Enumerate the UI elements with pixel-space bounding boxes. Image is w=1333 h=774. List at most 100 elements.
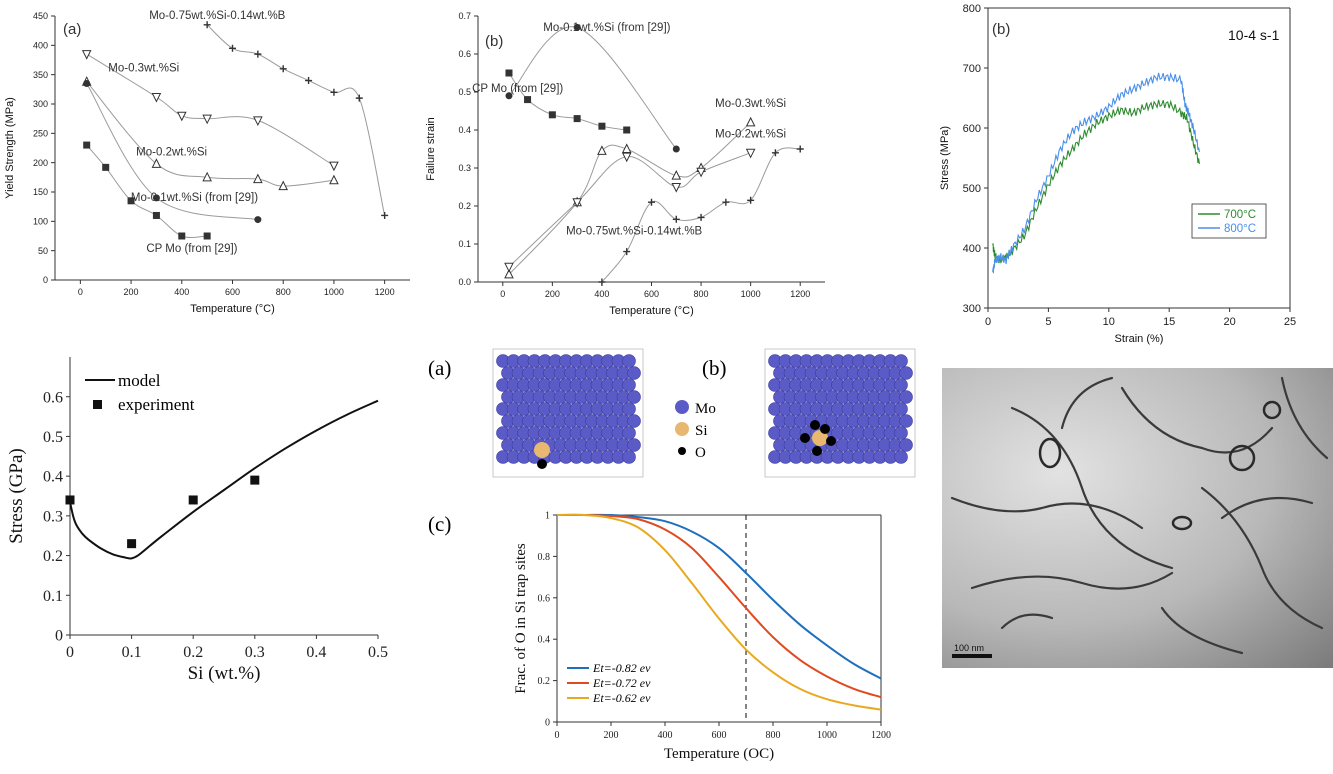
- data-point: [672, 145, 680, 153]
- mo-atom: [622, 378, 636, 392]
- o-atom: [812, 446, 822, 456]
- yield-strength-chart: 0 200 400 600 800 1000 1200 0 50 100 150 200 250 300 3…: [0, 0, 420, 330]
- mo-atom: [894, 426, 908, 440]
- data-point: [65, 495, 75, 505]
- data-point: [524, 96, 532, 104]
- x-tick-label: 1200: [375, 287, 395, 297]
- stress-strain-chart: 0 5 10 15 20 25 300 400 500 600 700 800 Strain (%) St…: [900, 0, 1333, 350]
- data-point: [573, 115, 581, 123]
- y-tick-label: 400: [963, 243, 981, 255]
- data-point: [152, 211, 160, 219]
- o-atom: [820, 424, 830, 434]
- legend-label: model: [118, 371, 161, 390]
- y-tick-label: 0: [43, 275, 48, 285]
- legend: model experiment: [85, 371, 195, 414]
- y-tick-label: 0.4: [43, 469, 63, 486]
- y-tick-label: 200: [33, 158, 48, 168]
- model-experiment-chart: 0 0.1 0.2 0.3 0.4 0.5 0 0.1 0.2 0.3 0.4 0.5 0.6 Si (w…: [0, 345, 420, 705]
- y-tick-label: 800: [963, 3, 981, 15]
- mo-atom: [899, 438, 913, 452]
- y-axis-label: Yield Strength (MPa): [4, 97, 16, 199]
- data-point: [188, 495, 198, 505]
- dislocation-lines: [950, 376, 1329, 655]
- x-tick-label: 0: [78, 287, 83, 297]
- data-point: [176, 111, 187, 122]
- x-tick-label: 400: [658, 730, 673, 741]
- mo-atom: [894, 450, 908, 464]
- series-line: [556, 513, 882, 699]
- data-point: [102, 163, 110, 171]
- data-point: [621, 152, 632, 163]
- data-point: [697, 213, 705, 221]
- x-tick-label: 0.1: [122, 644, 142, 661]
- panel-label-c: (c): [428, 512, 451, 536]
- y-tick-label: 0.2: [43, 548, 63, 565]
- y-tick-label: 100: [33, 216, 48, 226]
- data-point: [598, 122, 606, 130]
- atom-legend-label: Si: [695, 423, 708, 439]
- series: [992, 71, 1200, 274]
- x-tick-label: 10: [1103, 316, 1115, 328]
- mo-atom: [899, 390, 913, 404]
- data-point: [81, 50, 92, 60]
- si-atom: [812, 430, 828, 446]
- scale-bar: [952, 654, 992, 658]
- strain-rate-label: 10-4 s-1: [1228, 27, 1280, 43]
- mo-atom: [894, 402, 908, 416]
- series-line: [556, 513, 882, 711]
- y-tick-label: 0: [55, 628, 63, 645]
- data-point: [621, 143, 632, 153]
- data-point: [572, 198, 582, 208]
- legend-label: 800°C: [1224, 223, 1256, 235]
- x-tick-label: 800: [276, 287, 291, 297]
- y-tick-label: 0.3: [43, 508, 63, 525]
- x-tick-label: 600: [225, 287, 240, 297]
- panel-label-a: (a): [428, 356, 451, 380]
- data-point: [152, 194, 160, 202]
- series-annotation: Mo-0.3wt.%Si: [108, 63, 179, 75]
- series-line: [508, 152, 751, 268]
- mo-atom: [894, 378, 908, 392]
- series-line: [206, 24, 386, 216]
- mo-atom: [899, 366, 913, 380]
- o-atom: [800, 433, 810, 443]
- y-tick-label: 0.2: [538, 676, 551, 687]
- axes: 0 200 400 600 800 1000 1200 0 0.2 0.4 0.6 0.8 1 Tempe…: [513, 511, 891, 763]
- series: [556, 513, 882, 699]
- series-line: [86, 53, 335, 167]
- data-point: [83, 79, 91, 87]
- y-tick-label: 0: [545, 718, 550, 729]
- axes: 0 200 400 600 800 1000 1200 0.0 0.1 0.2 0.3 0.4 0.5 0…: [425, 11, 825, 317]
- x-tick-label: 1000: [324, 287, 344, 297]
- data-point: [355, 94, 363, 102]
- x-tick-label: 0: [555, 730, 560, 741]
- series: [505, 23, 680, 153]
- axes: 0 5 10 15 20 25 300 400 500 600 700 800 Strain (%) St…: [939, 3, 1296, 345]
- data-point: [696, 167, 706, 178]
- mo-atom: [622, 354, 636, 368]
- data-point: [279, 65, 287, 73]
- series-annotation: CP Mo (from [29]): [146, 243, 237, 255]
- series: [557, 513, 882, 680]
- mo-atom: [622, 426, 636, 440]
- data-point: [548, 111, 556, 119]
- legend-label: experiment: [118, 395, 195, 414]
- y-tick-label: 150: [33, 187, 48, 197]
- atom-legend-swatch: [678, 447, 686, 455]
- x-tick-label: 400: [594, 289, 609, 299]
- data-point: [253, 116, 263, 127]
- axes: 0 0.1 0.2 0.3 0.4 0.5 0 0.1 0.2 0.3 0.4 0.5 0.6 Si (w…: [6, 357, 388, 684]
- y-tick-label: 0.6: [43, 389, 63, 406]
- series-annotation: Mo-0.1wt.%Si (from [29]): [543, 22, 670, 34]
- series: [81, 50, 339, 172]
- mo-atom: [627, 366, 641, 380]
- cell-frame: [492, 348, 644, 478]
- series: [992, 99, 1200, 264]
- y-tick-label: 0.5: [458, 87, 471, 97]
- y-tick-label: 1: [545, 511, 550, 522]
- legend-label: Et=-0.62 ev: [592, 691, 651, 705]
- data-point: [229, 44, 236, 52]
- series-annotation: Mo-0.2wt.%Si: [715, 129, 786, 141]
- series-line: [557, 513, 882, 680]
- legend-label: Et=-0.72 ev: [592, 676, 651, 690]
